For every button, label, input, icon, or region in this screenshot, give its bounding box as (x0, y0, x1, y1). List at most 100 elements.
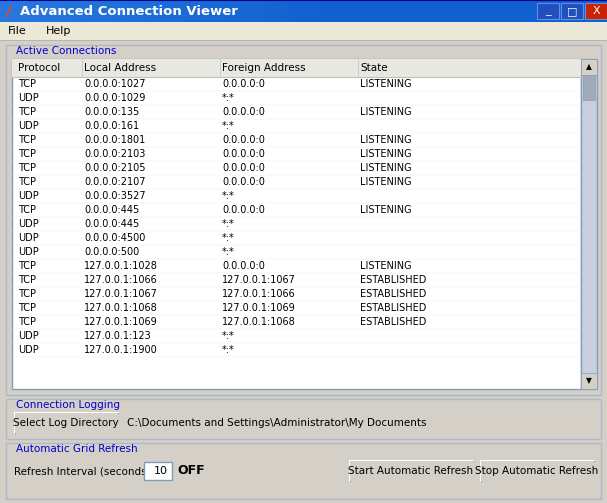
Bar (38, 0, 39, 22)
Bar (200, 0, 201, 22)
Bar (284, 0, 285, 22)
Bar (6, 443, 601, 499)
Text: LISTENING: LISTENING (360, 261, 412, 271)
Text: X: X (592, 6, 600, 16)
Text: 0.0.0.0:0: 0.0.0.0:0 (222, 177, 265, 187)
Bar (17, 0, 18, 22)
Bar (62, 0, 63, 22)
Bar (173, 0, 174, 22)
Bar (234, 0, 235, 22)
Bar (197, 0, 198, 22)
Bar (275, 0, 276, 22)
Bar (198, 0, 199, 22)
Bar (202, 0, 203, 22)
Bar (73, 0, 74, 22)
Bar (321, 0, 322, 22)
Bar (52, 0, 53, 22)
Bar (22, 0, 23, 22)
Text: TCP: TCP (18, 79, 36, 89)
Text: Connection Logging: Connection Logging (16, 400, 120, 410)
Bar (214, 0, 215, 22)
Text: 10: 10 (154, 466, 168, 476)
Bar (250, 0, 251, 22)
Text: 0.0.0.0:0: 0.0.0.0:0 (222, 135, 265, 145)
Text: 0.0.0.0:0: 0.0.0.0:0 (222, 261, 265, 271)
Text: 127.0.0.1:1067: 127.0.0.1:1067 (222, 275, 296, 285)
Bar (201, 0, 202, 22)
Bar (129, 0, 130, 22)
Bar (15, 0, 16, 22)
Text: 127.0.0.1:1067: 127.0.0.1:1067 (84, 289, 158, 299)
Text: TCP: TCP (18, 261, 36, 271)
Bar (16, 0, 17, 22)
Bar (307, 0, 308, 22)
Bar (274, 0, 275, 22)
Text: Local Address: Local Address (84, 63, 156, 73)
Bar (315, 0, 316, 22)
Bar (207, 0, 208, 22)
Bar (125, 0, 126, 22)
Bar (43, 0, 44, 22)
Bar (42, 0, 43, 22)
Text: □: □ (567, 6, 577, 16)
Text: Start Automatic Refresh: Start Automatic Refresh (348, 466, 473, 476)
Bar (166, 0, 167, 22)
Bar (205, 0, 206, 22)
Bar (245, 0, 246, 22)
Bar (309, 0, 310, 22)
Bar (160, 0, 161, 22)
Bar (119, 0, 120, 22)
Text: TCP: TCP (18, 275, 36, 285)
Bar (257, 0, 258, 22)
Bar (310, 0, 311, 22)
Bar (75, 0, 76, 22)
Bar (64, 0, 65, 22)
Bar (121, 0, 122, 22)
Text: UDP: UDP (18, 233, 39, 243)
Bar (68, 0, 69, 22)
Bar (177, 0, 178, 22)
Bar (12, 0, 13, 22)
Bar (78, 0, 79, 22)
Bar (482, 462, 594, 481)
Bar (259, 0, 260, 22)
Bar (65, 0, 66, 22)
Bar (143, 0, 144, 22)
Bar (32, 0, 33, 22)
Bar (94, 0, 95, 22)
Bar (276, 0, 277, 22)
Text: 0.0.0.0:0: 0.0.0.0:0 (222, 149, 265, 159)
Bar (70, 0, 71, 22)
Text: Advanced Connection Viewer: Advanced Connection Viewer (20, 5, 238, 18)
Text: ESTABLISHED: ESTABLISHED (360, 317, 426, 327)
Bar (117, 0, 118, 22)
Bar (292, 0, 293, 22)
Bar (246, 0, 247, 22)
Bar (34, 0, 35, 22)
Bar (318, 0, 319, 22)
Bar (133, 0, 134, 22)
Bar (145, 0, 146, 22)
Bar (92, 0, 93, 22)
Bar (266, 0, 267, 22)
Bar (332, 0, 333, 22)
Bar (305, 0, 306, 22)
Text: 127.0.0.1:1069: 127.0.0.1:1069 (84, 317, 158, 327)
Bar (55, 0, 56, 22)
Bar (267, 0, 268, 22)
Bar (9, 0, 10, 22)
Bar (228, 0, 229, 22)
Text: Automatic Grid Refresh: Automatic Grid Refresh (16, 444, 138, 454)
Text: UDP: UDP (18, 121, 39, 131)
Bar (5, 0, 6, 22)
Bar (302, 0, 303, 22)
Bar (28, 0, 29, 22)
Text: Refresh Interval (seconds):: Refresh Interval (seconds): (14, 466, 154, 476)
Bar (107, 0, 108, 22)
Bar (190, 0, 191, 22)
Text: State: State (360, 63, 388, 73)
Bar (103, 0, 104, 22)
Bar (328, 0, 329, 22)
Bar (116, 0, 117, 22)
Bar (48, 0, 49, 22)
